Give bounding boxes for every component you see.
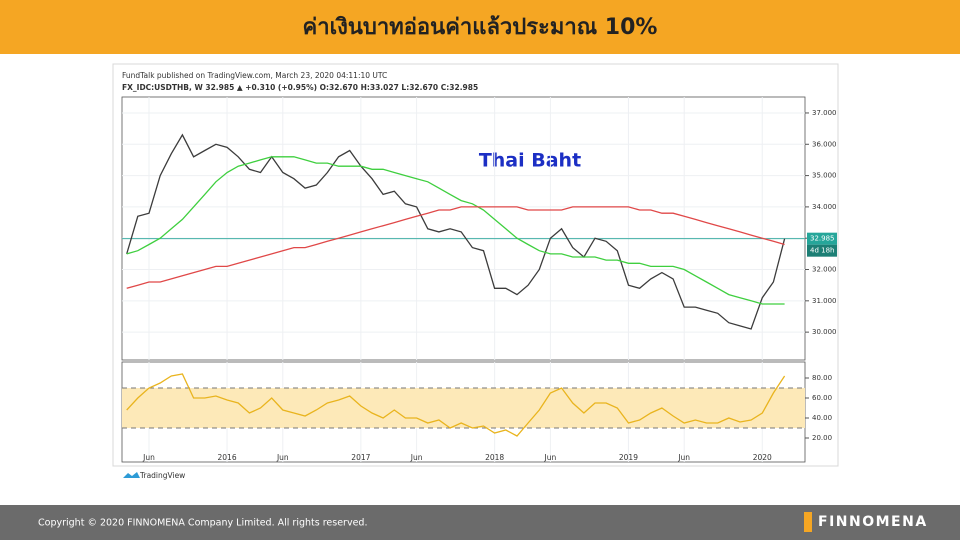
- series-line: [126, 156, 785, 305]
- x-tick-label: Jun: [410, 453, 423, 462]
- x-tick-label: Jun: [276, 453, 289, 462]
- y-tick-label: 60.00: [812, 394, 832, 402]
- y-tick-label: 40.00: [812, 414, 832, 422]
- x-tick-label: 2020: [753, 453, 772, 462]
- logo: FINNOMENA: [818, 514, 928, 530]
- x-tick-label: Jun: [142, 453, 155, 462]
- y-tick-label: 34.000: [812, 203, 837, 211]
- x-tick-label: Jun: [544, 453, 557, 462]
- price-label-box: [807, 232, 837, 245]
- x-tick-label: 2018: [485, 453, 504, 462]
- annotation: Thai Baht: [479, 150, 581, 172]
- series-line: [126, 133, 786, 330]
- footer-bar: [0, 505, 960, 540]
- y-tick-label: 80.00: [812, 374, 832, 382]
- header-bar: [0, 0, 960, 54]
- watermark-icon: [123, 472, 140, 478]
- price-label: 32.985: [810, 235, 835, 243]
- symbol-line: FX_IDC:USDTHB, W 32.985 ▲ +0.310 (+0.95%…: [122, 83, 478, 92]
- plot: Jun 2016 Jun 2017 Jun 2018 Jun 2019 Jun 2020 30.00…: [122, 97, 837, 462]
- series-line: [126, 206, 785, 289]
- countdown-box: [807, 244, 837, 257]
- x-tick-label: 2019: [619, 453, 638, 462]
- y-tick-label: 20.00: [812, 434, 832, 442]
- slide-title: ค่าเงินบาทอ่อนค่าแล้วประมาณ 10%: [303, 15, 658, 40]
- y-tick-label: 37.000: [812, 109, 837, 117]
- y-tick-label: 32.000: [812, 266, 837, 274]
- countdown: 4d 18h: [810, 247, 834, 255]
- price-pane: [121, 96, 806, 361]
- y-tick-label: 35.000: [812, 172, 837, 180]
- y-tick-label: 36.000: [812, 140, 837, 148]
- x-tick-label: 2016: [218, 453, 237, 462]
- publisher-line: FundTalk published on TradingView.com, M…: [122, 71, 387, 80]
- x-tick-label: Jun: [677, 453, 690, 462]
- watermark: TradingView: [139, 471, 185, 480]
- y-tick-label: 31.000: [812, 297, 837, 305]
- footer-text: Copyright © 2020 FINNOMENA Company Limit…: [38, 518, 367, 529]
- logo-mark: [804, 512, 812, 532]
- x-tick-label: 2017: [351, 453, 370, 462]
- series-line: [126, 373, 786, 437]
- y-tick-label: 30.000: [812, 328, 837, 336]
